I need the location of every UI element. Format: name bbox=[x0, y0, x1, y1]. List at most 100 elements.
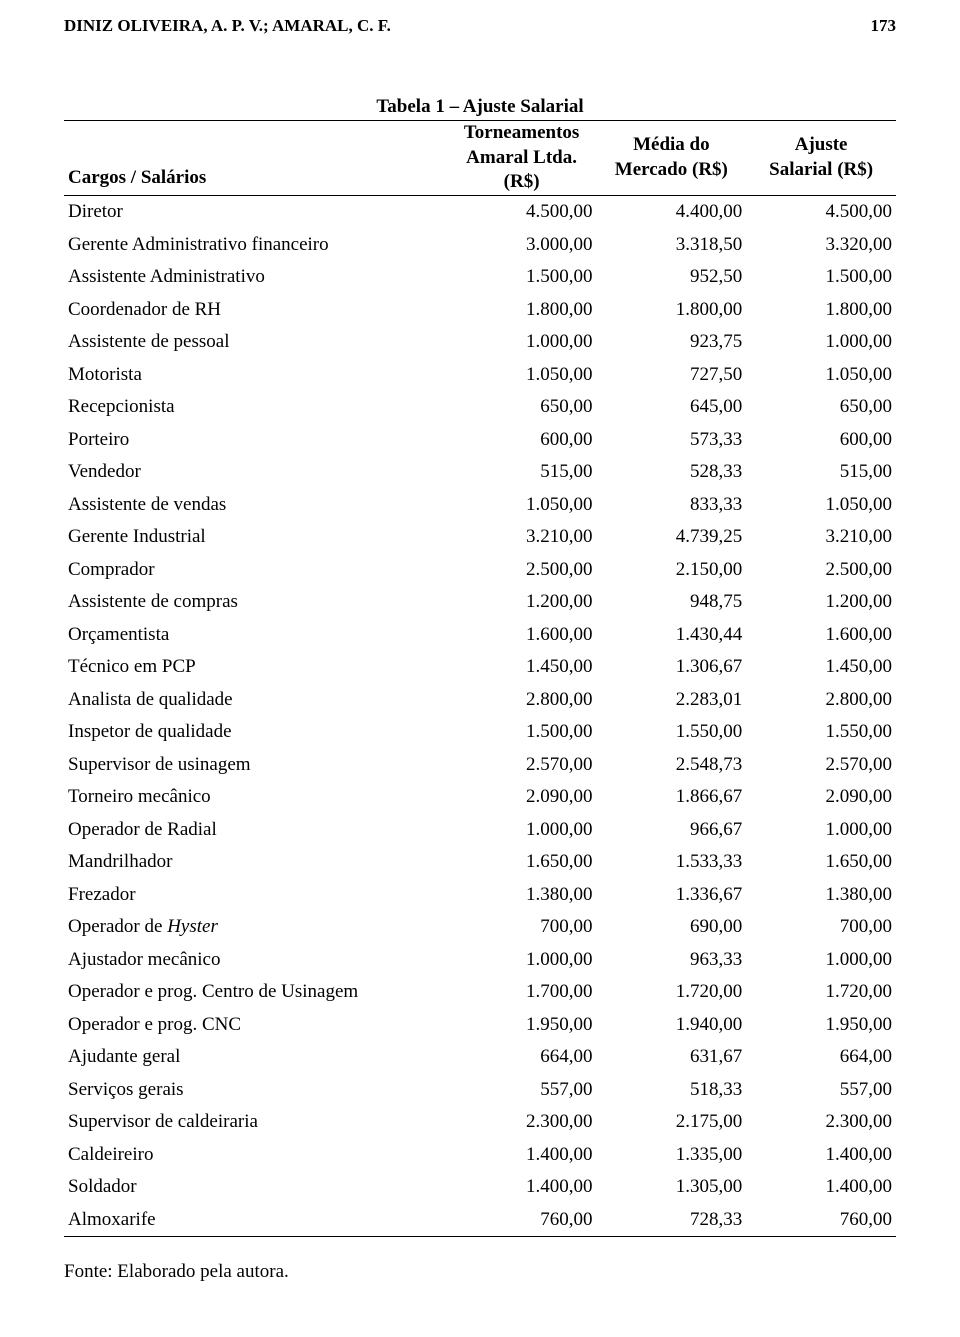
cell-value: 1.450,00 bbox=[447, 651, 597, 684]
cell-value: 833,33 bbox=[596, 489, 746, 522]
table-header-row: Cargos / Salários Torneamentos Amaral Lt… bbox=[64, 121, 896, 196]
cell-label: Mandrilhador bbox=[64, 846, 447, 879]
cell-label: Operador e prog. CNC bbox=[64, 1009, 447, 1042]
cell-value: 664,00 bbox=[746, 1041, 896, 1074]
table-row: Inspetor de qualidade1.500,001.550,001.5… bbox=[64, 716, 896, 749]
cell-value: 690,00 bbox=[596, 911, 746, 944]
table-title: Tabela 1 – Ajuste Salarial bbox=[64, 96, 896, 118]
cell-value: 557,00 bbox=[447, 1074, 597, 1107]
cell-label: Operador e prog. Centro de Usinagem bbox=[64, 976, 447, 1009]
cell-value: 1.200,00 bbox=[746, 586, 896, 619]
cell-value: 952,50 bbox=[596, 261, 746, 294]
th-text: Cargos / Salários bbox=[68, 167, 206, 188]
table-row: Coordenador de RH1.800,001.800,001.800,0… bbox=[64, 294, 896, 327]
th-media: Média do Mercado (R$) bbox=[596, 121, 746, 196]
cell-value: 4.400,00 bbox=[596, 196, 746, 229]
table-row: Almoxarife760,00728,33760,00 bbox=[64, 1204, 896, 1237]
cell-value: 1.000,00 bbox=[447, 944, 597, 977]
cell-value: 1.450,00 bbox=[746, 651, 896, 684]
cell-label: Ajudante geral bbox=[64, 1041, 447, 1074]
cell-value: 2.300,00 bbox=[746, 1106, 896, 1139]
table-body: Diretor4.500,004.400,004.500,00Gerente A… bbox=[64, 196, 896, 1237]
cell-value: 650,00 bbox=[447, 391, 597, 424]
table-row: Gerente Administrativo financeiro3.000,0… bbox=[64, 229, 896, 262]
table-row: Caldeireiro1.400,001.335,001.400,00 bbox=[64, 1139, 896, 1172]
cell-value: 1.940,00 bbox=[596, 1009, 746, 1042]
cell-value: 1.400,00 bbox=[447, 1139, 597, 1172]
cell-value: 2.570,00 bbox=[746, 749, 896, 782]
table-row: Operador de Radial1.000,00966,671.000,00 bbox=[64, 814, 896, 847]
cell-label: Assistente de vendas bbox=[64, 489, 447, 522]
cell-value: 963,33 bbox=[596, 944, 746, 977]
cell-value: 2.570,00 bbox=[447, 749, 597, 782]
cell-value: 515,00 bbox=[447, 456, 597, 489]
cell-value: 2.500,00 bbox=[447, 554, 597, 587]
table-row: Assistente de compras1.200,00948,751.200… bbox=[64, 586, 896, 619]
table-row: Analista de qualidade2.800,002.283,012.8… bbox=[64, 684, 896, 717]
cell-value: 1.400,00 bbox=[746, 1171, 896, 1204]
table-row: Assistente de vendas1.050,00833,331.050,… bbox=[64, 489, 896, 522]
table-row: Comprador2.500,002.150,002.500,00 bbox=[64, 554, 896, 587]
table-row: Orçamentista1.600,001.430,441.600,00 bbox=[64, 619, 896, 652]
table-row: Recepcionista650,00645,00650,00 bbox=[64, 391, 896, 424]
cell-value: 1.000,00 bbox=[746, 944, 896, 977]
cell-label: Recepcionista bbox=[64, 391, 447, 424]
th-text: Mercado (R$) bbox=[615, 159, 728, 180]
table-row: Operador e prog. Centro de Usinagem1.700… bbox=[64, 976, 896, 1009]
cell-value: 518,33 bbox=[596, 1074, 746, 1107]
cell-value: 2.800,00 bbox=[447, 684, 597, 717]
cell-value: 1.650,00 bbox=[447, 846, 597, 879]
cell-value: 1.200,00 bbox=[447, 586, 597, 619]
table-row: Assistente Administrativo1.500,00952,501… bbox=[64, 261, 896, 294]
cell-value: 1.550,00 bbox=[746, 716, 896, 749]
cell-value: 1.000,00 bbox=[447, 326, 597, 359]
cell-value: 1.950,00 bbox=[746, 1009, 896, 1042]
cell-value: 1.600,00 bbox=[447, 619, 597, 652]
cell-value: 600,00 bbox=[746, 424, 896, 457]
cell-label: Vendedor bbox=[64, 456, 447, 489]
cell-value: 650,00 bbox=[746, 391, 896, 424]
cell-value: 2.548,73 bbox=[596, 749, 746, 782]
cell-value: 700,00 bbox=[746, 911, 896, 944]
th-ajuste: Ajuste Salarial (R$) bbox=[746, 121, 896, 196]
cell-value: 1.380,00 bbox=[447, 879, 597, 912]
cell-value: 645,00 bbox=[596, 391, 746, 424]
table-row: Ajustador mecânico1.000,00963,331.000,00 bbox=[64, 944, 896, 977]
cell-value: 948,75 bbox=[596, 586, 746, 619]
cell-label: Gerente Industrial bbox=[64, 521, 447, 554]
cell-value: 4.500,00 bbox=[746, 196, 896, 229]
running-header: DINIZ OLIVEIRA, A. P. V.; AMARAL, C. F. … bbox=[64, 16, 896, 36]
table-row: Vendedor515,00528,33515,00 bbox=[64, 456, 896, 489]
table-footnote: Fonte: Elaborado pela autora. bbox=[64, 1261, 896, 1283]
cell-value: 1.380,00 bbox=[746, 879, 896, 912]
cell-value: 1.000,00 bbox=[447, 814, 597, 847]
table-row: Supervisor de caldeiraria2.300,002.175,0… bbox=[64, 1106, 896, 1139]
cell-label: Supervisor de usinagem bbox=[64, 749, 447, 782]
table-row: Porteiro600,00573,33600,00 bbox=[64, 424, 896, 457]
th-text: Amaral Ltda. (R$) bbox=[466, 147, 577, 193]
cell-value: 2.175,00 bbox=[596, 1106, 746, 1139]
cell-value: 631,67 bbox=[596, 1041, 746, 1074]
cell-label: Almoxarife bbox=[64, 1204, 447, 1237]
cell-value: 1.720,00 bbox=[596, 976, 746, 1009]
table-row: Ajudante geral664,00631,67664,00 bbox=[64, 1041, 896, 1074]
cell-value: 1.800,00 bbox=[746, 294, 896, 327]
cell-label: Gerente Administrativo financeiro bbox=[64, 229, 447, 262]
cell-value: 1.050,00 bbox=[746, 359, 896, 392]
cell-value: 1.600,00 bbox=[746, 619, 896, 652]
cell-label: Operador de Hyster bbox=[64, 911, 447, 944]
cell-label: Ajustador mecânico bbox=[64, 944, 447, 977]
cell-value: 727,50 bbox=[596, 359, 746, 392]
cell-value: 1.000,00 bbox=[746, 814, 896, 847]
cell-value: 1.400,00 bbox=[447, 1171, 597, 1204]
th-text: Salarial (R$) bbox=[769, 159, 873, 180]
cell-value: 2.283,01 bbox=[596, 684, 746, 717]
cell-value: 1.000,00 bbox=[746, 326, 896, 359]
page: DINIZ OLIVEIRA, A. P. V.; AMARAL, C. F. … bbox=[0, 0, 960, 1337]
cell-value: 1.650,00 bbox=[746, 846, 896, 879]
cell-label: Diretor bbox=[64, 196, 447, 229]
cell-value: 966,67 bbox=[596, 814, 746, 847]
cell-value: 3.320,00 bbox=[746, 229, 896, 262]
cell-label: Inspetor de qualidade bbox=[64, 716, 447, 749]
table-row: Motorista1.050,00727,501.050,00 bbox=[64, 359, 896, 392]
